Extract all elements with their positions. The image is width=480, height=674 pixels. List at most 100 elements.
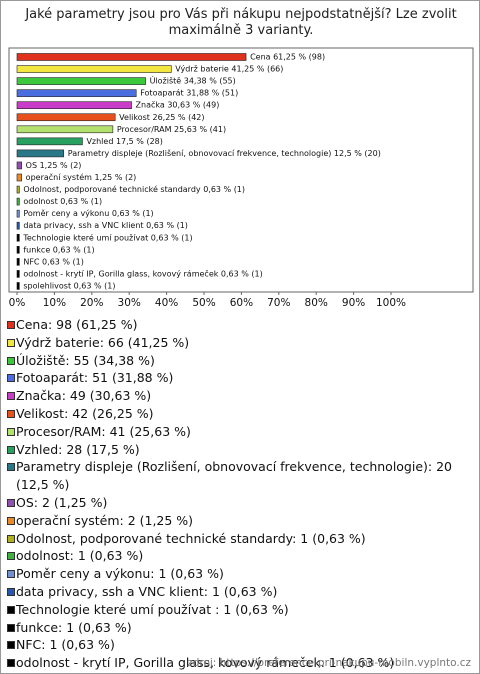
legend-item: spolehlivost: 1 (0,63 %): [7, 672, 469, 674]
bar-label: NFC 0,63 % (1): [23, 257, 84, 266]
legend-swatch: [7, 534, 15, 543]
chart-title: Jaké parametry jsou pro Vás při nákupu n…: [25, 7, 457, 38]
bar: [16, 101, 132, 109]
legend-label: Poměr ceny a výkonu: 1 (0,63 %): [16, 566, 224, 582]
x-tick-label: 40%: [155, 297, 178, 309]
bar-label: Poměr ceny a výkonu 0,63 % (1): [23, 209, 153, 218]
x-tick-label: 10%: [43, 297, 66, 309]
legend-swatch: [7, 641, 15, 650]
legend-swatch: [7, 356, 15, 365]
x-tick-label: 90%: [342, 297, 365, 309]
legend-label: operační systém: 2 (1,25 %): [16, 512, 194, 528]
bar-label: odolnost - krytí IP, Gorilla glass, kovo…: [23, 268, 262, 278]
legend-swatch: [7, 587, 15, 596]
legend-label: NFC: 1 (0,63 %): [16, 637, 115, 653]
legend-label: Odolnost, podporované technické standard…: [16, 530, 366, 546]
legend-label: Velikost: 42 (26,25 %): [16, 405, 154, 421]
bar: [16, 270, 20, 278]
bar: [16, 258, 20, 266]
bar: [16, 185, 20, 194]
bar: [16, 113, 116, 122]
bar: [16, 137, 83, 146]
legend-swatch: [7, 321, 15, 329]
x-tick-label: 0%: [9, 297, 26, 309]
bar-label: Vzhled 17,5 % (28): [86, 137, 162, 146]
legend-label: Technologie které umí používat : 1 (0,63…: [16, 601, 289, 617]
legend-swatch: [7, 392, 15, 401]
legend-label: data privacy, ssh a VNC klient: 1 (0,63 …: [16, 583, 278, 599]
legend-item: Velikost: 42 (26,25 %): [7, 405, 469, 423]
bar-label: spolehlivost 0,63 % (1): [23, 281, 115, 290]
bar-label: Parametry displeje (Rozlišení, obnovovac…: [68, 148, 381, 158]
legend-label: Výdrž baterie: 66 (41,25 %): [16, 334, 190, 350]
legend-item: NFC: 1 (0,63 %): [7, 636, 469, 654]
bar: [16, 282, 20, 290]
legend-item: Úložiště: 55 (34,38 %): [7, 352, 469, 370]
source: zdroj: https://preference-pri-nakupu-mob…: [187, 657, 471, 669]
legend-swatch: [7, 374, 15, 383]
bar: [16, 173, 22, 182]
x-tick-label: 80%: [305, 297, 328, 309]
legend-label: funkce: 1 (0,63 %): [16, 619, 132, 635]
bar-label: OS 1,25 % (2): [26, 161, 82, 170]
legend: Cena: 98 (61,25 %) Výdrž baterie: 66 (41,…: [7, 316, 469, 674]
bar-label: data privacy, ssh a VNC klient 0,63 % (1…: [23, 221, 188, 230]
legend-swatch: [7, 623, 15, 632]
bar-label: odolnost 0,63 % (1): [23, 197, 102, 206]
legend-swatch: [7, 552, 15, 561]
legend-label: OS: 2 (1,25 %): [16, 494, 108, 510]
bar-label: Velikost 26,25 % (42): [119, 113, 204, 122]
legend-swatch: [7, 338, 15, 347]
bar-label: Cena 61,25 % (98): [250, 53, 325, 62]
legend-label: odolnost - krytí IP, Gorilla glass, kovo…: [16, 655, 395, 671]
legend-item: Vzhled: 28 (17,5 %): [7, 441, 469, 459]
bar: [16, 221, 20, 230]
legend-item: Značka: 49 (30,63 %): [7, 387, 469, 405]
legend-swatch: [7, 409, 15, 418]
legend-item: Poměr ceny a výkonu: 1 (0,63 %): [7, 565, 469, 583]
legend-item: odolnost - krytí IP, Gorilla glass, kovo…: [7, 654, 469, 672]
legend-swatch: [7, 498, 15, 507]
bar: [16, 89, 137, 97]
bar: [16, 246, 20, 254]
legend-item: Procesor/RAM: 41 (25,63 %): [7, 423, 469, 441]
bar: [16, 209, 20, 218]
legend-item: OS: 2 (1,25 %): [7, 494, 469, 512]
bar-label: Úložiště 34,38 % (55): [150, 75, 236, 86]
bar-label: operační systém 1,25 % (2): [26, 172, 137, 182]
bar: [16, 161, 22, 170]
legend-item: operační systém: 2 (1,25 %): [7, 512, 469, 530]
x-tick-label: 100%: [376, 297, 406, 309]
legend-item: Fotoaparát: 51 (31,88 %): [7, 369, 469, 387]
x-tick-label: 50%: [192, 297, 215, 309]
legend-item: Výdrž baterie: 66 (41,25 %): [7, 334, 469, 352]
legend-label: Procesor/RAM: 41 (25,63 %): [16, 423, 191, 439]
legend-item: Odolnost, podporované technické standard…: [7, 530, 469, 548]
legend-item: Cena: 98 (61,25 %): [7, 316, 469, 334]
bar-label: Procesor/RAM 25,63 % (41): [117, 125, 226, 134]
legend-item: Parametry displeje (Rozlišení, obnovovac…: [7, 458, 469, 494]
legend-item: funkce: 1 (0,63 %): [7, 619, 469, 637]
bar: [16, 53, 247, 61]
legend-swatch: [7, 463, 15, 472]
legend-label: odolnost: 1 (0,63 %): [16, 548, 144, 564]
legend-label: Parametry displeje (Rozlišení, obnovovac…: [16, 459, 452, 493]
legend-swatch: [7, 605, 15, 614]
bar: [16, 125, 114, 134]
legend-item: Technologie které umí používat : 1 (0,63…: [7, 601, 469, 619]
bar: [16, 77, 146, 85]
bar-label: Technologie které umí používat 0,63 % (1…: [22, 232, 192, 242]
legend-label: Úložiště: 55 (34,38 %): [16, 352, 155, 368]
bar: [16, 197, 20, 206]
bar-label: funkce 0,63 % (1): [23, 245, 94, 254]
bar: [16, 233, 20, 242]
x-tick-label: 30%: [118, 297, 141, 309]
legend-swatch: [7, 516, 15, 525]
bar: [16, 65, 172, 73]
legend-item: odolnost: 1 (0,63 %): [7, 547, 469, 565]
legend-swatch: [7, 445, 15, 454]
bar: [16, 149, 65, 158]
bar-label: Výdrž baterie 41,25 % (66): [175, 65, 283, 74]
